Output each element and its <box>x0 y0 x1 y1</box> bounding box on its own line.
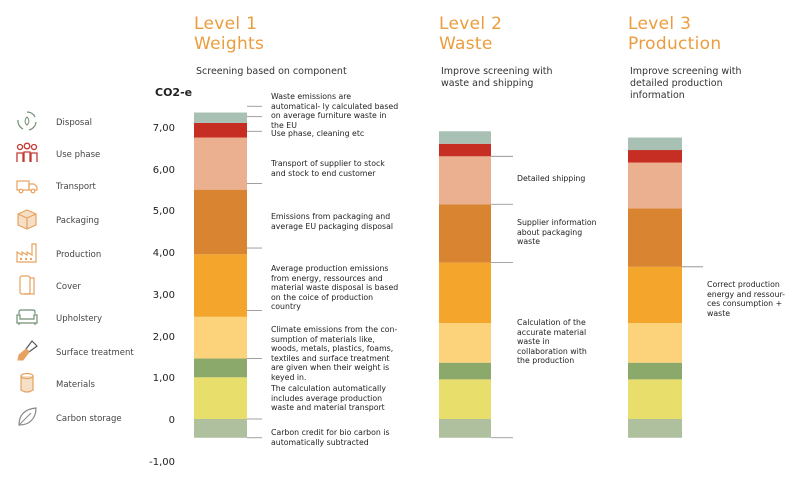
legend-item <box>14 110 40 136</box>
legend-item <box>14 208 40 234</box>
bar-segment <box>628 150 682 163</box>
level1-title-line2: Weights <box>194 34 265 54</box>
level1-title: Level 1 Weights <box>194 14 264 54</box>
bar-segment <box>628 162 682 209</box>
bar-segment <box>439 131 491 144</box>
legend-item <box>14 372 40 398</box>
annotation-l1-disposal: Waste emissions are automatical- ly calc… <box>271 92 399 130</box>
bar-segment <box>628 362 682 380</box>
legend-item <box>14 274 40 300</box>
annotation-l1-production: Average production emissions from energy… <box>271 264 399 311</box>
level2-title: Level 2 Waste <box>439 14 502 54</box>
legend-item <box>14 242 40 268</box>
bar-segment <box>439 323 491 363</box>
y-tick-label: 1,00 <box>152 373 175 385</box>
annotation-l1-use-phase: Use phase, cleaning etc <box>271 129 365 138</box>
factory-icon <box>14 240 40 270</box>
bar-segment <box>439 204 491 263</box>
bar-segment <box>628 323 682 363</box>
annotation-l1-materials: Climate emissions from the con- sumption… <box>271 325 398 382</box>
bar-segment <box>439 362 491 380</box>
recycle-icon <box>14 108 40 138</box>
legend-label: Upholstery <box>56 314 103 324</box>
level1-title-line1: Level 1 <box>194 14 258 34</box>
bar-segment <box>194 137 247 190</box>
bar-segment <box>439 143 491 157</box>
bar-segment <box>194 112 247 123</box>
annotation-l2-shipping: Detailed shipping <box>517 174 586 183</box>
legend-label: Use phase <box>56 150 101 160</box>
bar-segment <box>628 419 682 438</box>
level3-title: Level 3 Production <box>628 14 721 54</box>
y-tick-label: 3,00 <box>152 289 175 301</box>
annotation-l1-carbon: Carbon credit for bio carbon is automati… <box>271 428 390 447</box>
people-icon <box>14 140 40 170</box>
legend-item <box>14 306 40 332</box>
log-icon <box>14 370 40 400</box>
legend-item <box>14 142 40 168</box>
annotation-l2-packaging: Supplier information about packaging was… <box>517 218 597 246</box>
truck-icon <box>14 172 40 202</box>
bar-segment <box>439 156 491 205</box>
legend-item <box>14 406 40 432</box>
annotation-l1-waste: The calculation automatically includes a… <box>271 384 386 412</box>
bar-segment <box>194 419 247 438</box>
legend-label: Disposal <box>56 118 92 128</box>
bar-segment <box>194 189 247 255</box>
legend-label: Materials <box>56 380 95 390</box>
level1-subtitle: Screening based on component <box>196 66 347 77</box>
level3-title-line1: Level 3 <box>628 14 692 34</box>
bar-segment <box>439 419 491 438</box>
legend-label: Cover <box>56 282 81 292</box>
level2-subtitle: Improve screening with waste and shippin… <box>441 66 553 89</box>
bar-segment <box>194 122 247 138</box>
brush-icon <box>14 338 40 368</box>
annotation-l1-packaging: Emissions from packaging and average EU … <box>271 212 394 231</box>
bar-segment <box>628 208 682 267</box>
y-tick-label: 0 <box>168 414 175 426</box>
bar-segment <box>194 254 247 317</box>
annotation-l2-material: Calculation of the accurate material was… <box>517 318 587 365</box>
bar-segment <box>439 262 491 324</box>
y-tick-label: 6,00 <box>152 164 175 176</box>
bar-segment <box>628 379 682 419</box>
legend-label: Carbon storage <box>56 414 122 424</box>
y-tick-label: 2,00 <box>152 331 175 343</box>
legend-label: Transport <box>56 182 96 192</box>
leaf-icon <box>14 404 40 434</box>
box-icon <box>14 206 40 236</box>
bar-segment <box>439 379 491 419</box>
bar-segment <box>194 358 247 378</box>
y-tick-label: 5,00 <box>152 206 175 218</box>
bar-segment <box>628 137 682 151</box>
bar-segment <box>194 377 247 419</box>
legend-label: Surface treatment <box>56 348 134 358</box>
level3-title-line2: Production <box>628 34 722 54</box>
y-tick-label: -1,00 <box>149 456 175 468</box>
bar-segment <box>628 266 682 324</box>
y-tick-label: 7,00 <box>152 123 175 134</box>
y-axis-label: CO2-e <box>155 86 193 99</box>
legend-item <box>14 174 40 200</box>
legend-label: Production <box>56 250 102 260</box>
annotation-l1-transport: Transport of supplier to stock and stock… <box>271 159 385 178</box>
level2-title-line1: Level 2 <box>439 14 503 34</box>
legend-item <box>14 340 40 366</box>
annotation-l3-production: Correct production energy and ressour- c… <box>707 280 785 318</box>
level3-subtitle: Improve screening with detailed producti… <box>630 66 742 101</box>
level2-title-line2: Waste <box>439 34 493 54</box>
y-tick-label: 4,00 <box>152 248 175 260</box>
legend-label: Packaging <box>56 216 100 226</box>
fabric-roll-icon <box>14 272 40 302</box>
bar-segment <box>194 316 247 359</box>
sofa-icon <box>14 304 40 334</box>
